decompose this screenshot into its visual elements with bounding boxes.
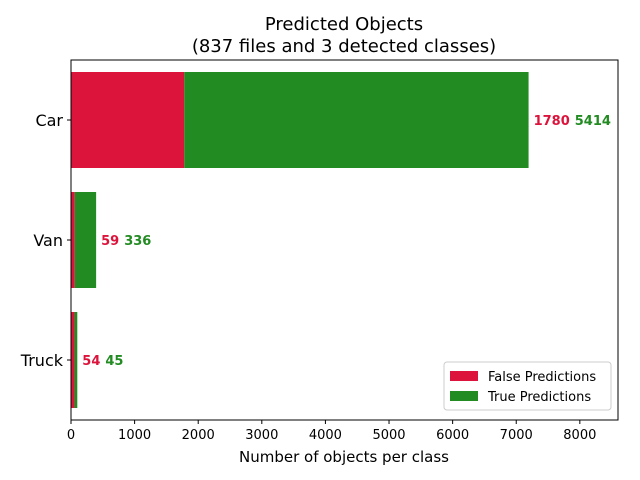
y-tick-label-truck: Truck bbox=[20, 351, 64, 370]
chart-title: Predicted Objects bbox=[265, 14, 423, 35]
x-tick-label-1000: 1000 bbox=[118, 428, 151, 443]
legend-label-true-predictions: True Predictions bbox=[487, 390, 591, 405]
legend-swatch-false-predictions bbox=[450, 371, 478, 381]
bar-truck-true-predictions bbox=[74, 312, 78, 408]
chart-subtitle: (837 files and 3 detected classes) bbox=[192, 36, 496, 57]
value-label-van-false-predictions: 59 bbox=[101, 234, 119, 249]
y-tick-label-car: Car bbox=[35, 111, 63, 130]
x-tick-label-7000: 7000 bbox=[500, 428, 533, 443]
legend-label-false-predictions: False Predictions bbox=[488, 370, 596, 385]
x-tick-label-6000: 6000 bbox=[436, 428, 469, 443]
legend-box bbox=[443, 361, 612, 411]
x-tick-label-8000: 8000 bbox=[563, 428, 596, 443]
value-label-car-false-predictions: 1780 bbox=[534, 114, 570, 129]
x-tick-label-0: 0 bbox=[67, 428, 75, 443]
value-labels-group: 1780 5414 59 336 54 45 bbox=[82, 114, 611, 369]
legend: False Predictions True Predictions bbox=[443, 361, 612, 411]
x-tick-label-5000: 5000 bbox=[372, 428, 405, 443]
legend-swatch-true-predictions bbox=[450, 391, 478, 401]
y-axis: Car Van Truck bbox=[20, 111, 71, 370]
value-label-van-true-predictions: 336 bbox=[124, 234, 151, 249]
y-tick-label-van: Van bbox=[33, 231, 63, 250]
bar-van-false-predictions bbox=[71, 192, 75, 288]
value-label-truck-false-predictions: 54 bbox=[82, 354, 100, 369]
value-label-truck-true-predictions: 45 bbox=[105, 354, 123, 369]
bar-truck-false-predictions bbox=[71, 312, 75, 408]
x-tick-label-2000: 2000 bbox=[182, 428, 215, 443]
bars-group bbox=[71, 72, 529, 408]
bar-van-true-predictions bbox=[74, 192, 97, 288]
bar-car-true-predictions bbox=[184, 72, 529, 168]
value-label-car-true-predictions: 5414 bbox=[575, 114, 611, 129]
x-axis-label: Number of objects per class bbox=[239, 448, 449, 466]
x-axis: 0 1000 2000 3000 4000 5000 6000 7000 8000 bbox=[67, 420, 596, 443]
x-tick-label-4000: 4000 bbox=[309, 428, 342, 443]
x-tick-label-3000: 3000 bbox=[245, 428, 278, 443]
bar-car-false-predictions bbox=[71, 72, 185, 168]
